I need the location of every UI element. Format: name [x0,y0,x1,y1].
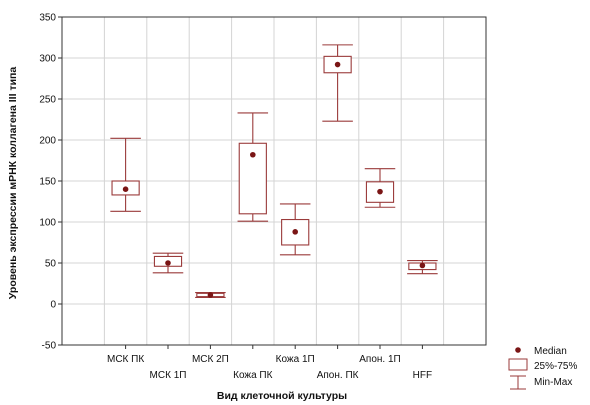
x-tick-label: Апон. ПК [317,370,359,381]
median-marker [377,188,383,195]
box-group [364,168,396,208]
median-marker [250,151,256,158]
median-marker [334,61,341,68]
y-tick-label: 350 [39,13,56,24]
y-tick-label: 250 [39,95,56,106]
box-group [322,44,353,122]
y-axis: -50 0 50 100 150 200 250 300 350 [39,13,62,352]
x-tick-label: Кожа ПК [233,370,272,381]
y-axis-title: Уровень экспрессии мРНК коллагена III ти… [7,67,19,300]
y-tick-label: 150 [39,177,56,188]
box-series [110,44,438,298]
median-marker [419,262,426,269]
y-tick-label: -50 [42,341,57,352]
legend-label-whisker: Min-Max [534,377,572,388]
y-tick-label: 0 [50,300,56,311]
x-tick-label: Апон. 1П [359,354,400,365]
y-tick-label: 50 [45,259,57,270]
box-group [152,252,184,274]
x-tick-label: HFF [413,370,432,381]
legend: Median 25%-75% Min-Max [508,346,577,390]
legend-label-box: 25%-75% [534,361,577,372]
legend-whisker-symbol [510,375,526,390]
legend-label-median: Median [534,346,567,357]
legend-median-marker [515,347,521,353]
x-tick-label: МСК 2П [192,354,229,365]
median-marker [122,186,129,192]
box-group [279,203,311,256]
box-group [237,112,269,222]
x-axis-title: Вид клеточной культуры [217,390,347,402]
legend-box-symbol [508,358,528,371]
median-marker [292,229,299,235]
y-tick-label: 300 [39,54,56,65]
x-tick-label: МСК ПК [107,354,144,365]
x-tick-label: Кожа 1П [276,354,315,365]
box-group [110,137,141,212]
median-marker [165,260,171,266]
x-tick-label: МСК 1П [150,370,187,381]
box-group [195,291,226,298]
box-group [407,259,438,275]
iqr-box [281,218,310,246]
median-marker [207,292,214,298]
y-tick-label: 200 [39,136,56,147]
y-tick-label: 100 [39,218,56,229]
